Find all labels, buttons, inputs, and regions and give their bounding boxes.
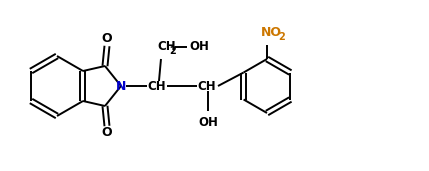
Text: CH: CH <box>157 41 175 54</box>
Text: O: O <box>102 32 112 45</box>
Text: O: O <box>102 127 112 140</box>
Text: 2: 2 <box>169 46 176 56</box>
Text: N: N <box>116 80 126 93</box>
Text: OH: OH <box>189 41 209 54</box>
Text: CH: CH <box>198 80 216 93</box>
Text: CH: CH <box>148 80 166 93</box>
Text: OH: OH <box>198 116 218 129</box>
Text: 2: 2 <box>278 32 285 42</box>
Text: NO: NO <box>261 27 282 40</box>
